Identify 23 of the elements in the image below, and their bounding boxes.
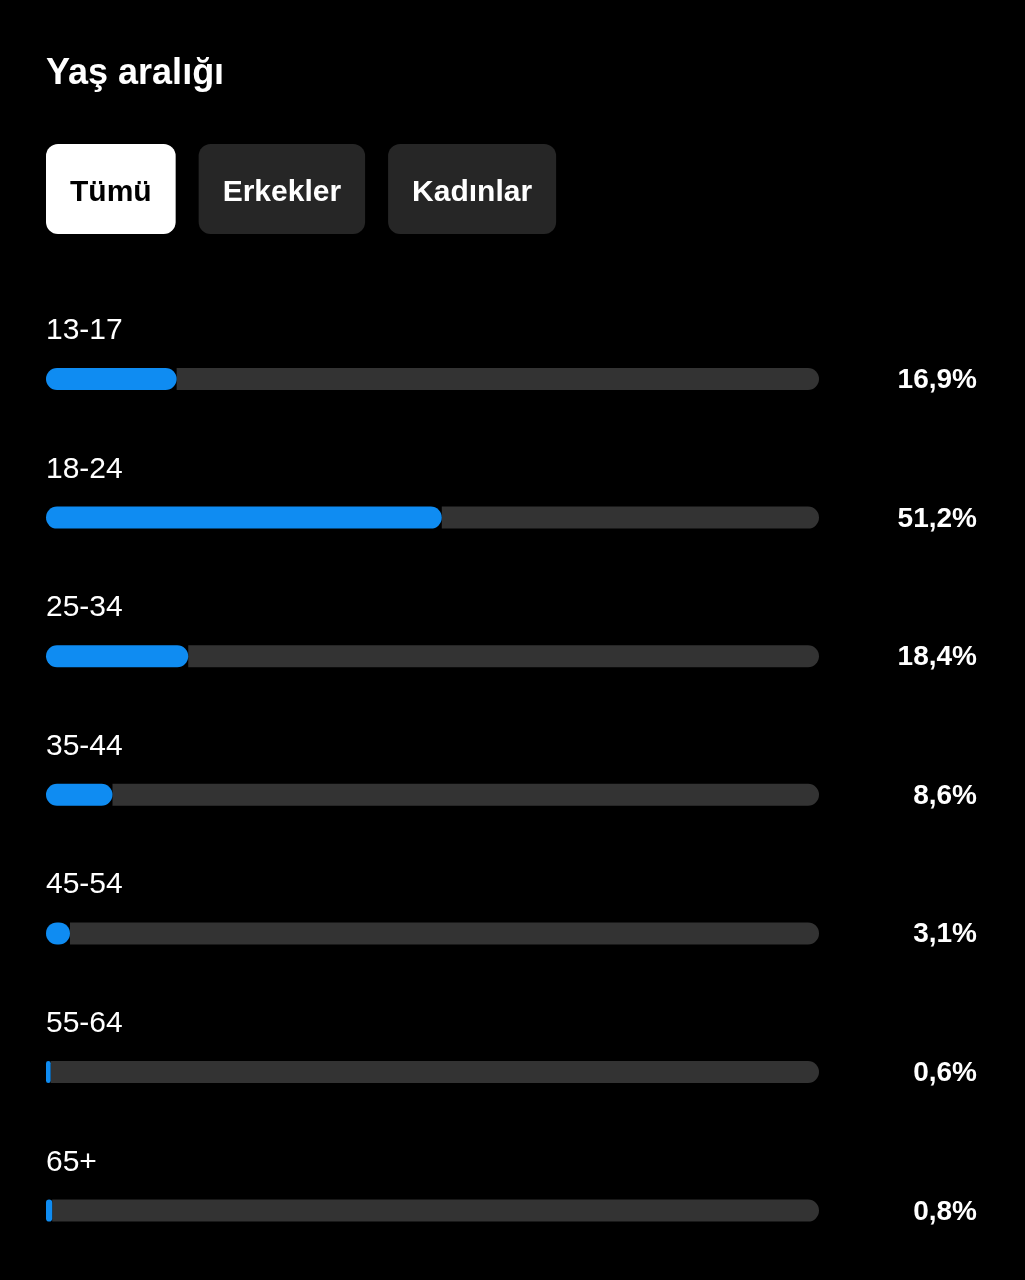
bar	[46, 645, 189, 668]
y-tick-label: 18-24	[46, 450, 123, 484]
data-label: 8,6%	[913, 778, 978, 810]
data-label: 18,4%	[897, 640, 978, 672]
y-tick-label: 45-54	[46, 866, 123, 900]
data-label: 16,9%	[897, 363, 978, 394]
bar	[46, 368, 177, 390]
data-label: 3,1%	[913, 917, 978, 949]
y-tick-label: 25-34	[46, 589, 123, 623]
y-tick-label: 35-44	[46, 727, 123, 761]
data-label: 51,2%	[897, 501, 978, 533]
data-label: 0,8%	[913, 1194, 978, 1226]
filter-button: Kadınlar	[388, 144, 557, 234]
y-tick-label: 13-17	[46, 312, 123, 345]
bar	[46, 1199, 53, 1222]
y-tick-label: 65+	[46, 1143, 97, 1177]
filter-button: Erkekler	[198, 144, 366, 234]
y-tick-label: 55-64	[46, 1005, 123, 1038]
bar	[46, 783, 113, 806]
data-label: 0,6%	[913, 1056, 978, 1087]
bar	[46, 1061, 51, 1083]
filter-button: Tümü	[46, 144, 176, 234]
chart-title: Yaş aralığı	[46, 51, 225, 92]
